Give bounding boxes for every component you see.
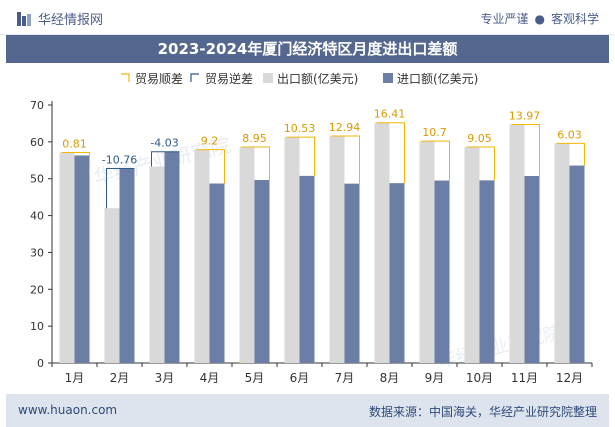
y-tick-label: 20 — [30, 283, 44, 296]
balance-label: 9.2 — [201, 135, 219, 148]
surplus-bracket — [376, 122, 405, 184]
deficit-bracket — [151, 151, 180, 167]
export-bar — [284, 137, 300, 363]
brand-name: 华经情报网 — [38, 13, 104, 28]
y-tick-label: 10 — [30, 320, 44, 333]
surplus-bracket — [61, 152, 90, 156]
brand-logo-icon — [17, 11, 31, 26]
chart-title: 2023-2024年厦门经济特区月度进出口差额 — [157, 40, 458, 58]
balance-label: 12.94 — [329, 121, 361, 134]
footer-website[interactable]: www.huaon.com — [18, 403, 118, 417]
x-tick-label: 7月 — [335, 371, 355, 385]
legend-export-swatch — [263, 73, 273, 83]
x-tick-label: 8月 — [380, 371, 400, 385]
export-bar — [509, 124, 525, 363]
export-bar — [239, 147, 255, 363]
x-tick-label: 10月 — [466, 371, 493, 385]
import-bar — [344, 183, 360, 363]
legend-import-label: 进口额(亿美元) — [397, 71, 478, 86]
import-bar — [119, 168, 135, 363]
chart-svg: 华经产业研究院华经产业研究院0102030405060700.811月-10.7… — [30, 71, 593, 385]
legend-export-label: 出口额(亿美元) — [277, 71, 358, 86]
x-tick-label: 9月 — [425, 371, 445, 385]
export-bar — [374, 122, 390, 363]
export-bar — [104, 208, 120, 363]
surplus-bracket — [421, 140, 450, 181]
slogan-right: 客观科学 — [550, 12, 599, 26]
import-bar — [209, 183, 225, 363]
x-tick-label: 1月 — [65, 371, 85, 385]
balance-label: 16.41 — [374, 108, 406, 121]
y-tick-label: 40 — [30, 210, 44, 223]
x-tick-label: 6月 — [290, 371, 310, 385]
chart-area: 华经产业研究院 华经产业研究院 0 10 20 30 40 50 60 70 0.81 1月 -10.7… — [0, 63, 615, 393]
brand[interactable]: 华经情报网 — [16, 9, 103, 28]
export-bar — [59, 152, 75, 363]
deficit-bracket — [106, 168, 135, 209]
export-bar — [464, 147, 480, 363]
surplus-bracket — [196, 149, 225, 184]
balance-label: 10.7 — [422, 126, 447, 139]
legend-deficit-label: 贸易逆差 — [205, 71, 253, 86]
import-bar — [524, 176, 540, 363]
balance-label: 0.81 — [62, 138, 87, 151]
surplus-bracket — [331, 135, 360, 184]
surplus-bracket — [241, 146, 270, 181]
chart-title-bar: 2023-2024年厦门经济特区月度进出口差额 — [6, 35, 609, 63]
x-tick-label: 5月 — [245, 371, 265, 385]
import-bar — [569, 165, 585, 363]
balance-label: -10.76 — [102, 154, 137, 167]
y-tick-label: 70 — [30, 99, 44, 112]
import-bar — [254, 180, 270, 363]
top-bar: 华经情报网 专业严谨 ● 客观科学 — [0, 0, 615, 35]
x-tick-label: 11月 — [511, 371, 538, 385]
legend-surplus-label: 贸易顺差 — [135, 72, 183, 86]
export-bar — [194, 149, 210, 363]
export-bar — [329, 135, 345, 363]
bullet-icon: ● — [534, 12, 545, 26]
export-bar — [419, 141, 435, 363]
import-bar — [479, 180, 495, 363]
import-bar — [434, 180, 450, 363]
import-bar — [389, 183, 405, 363]
y-tick-label: 0 — [37, 357, 44, 370]
import-bar — [74, 155, 90, 363]
y-tick-label: 50 — [30, 173, 44, 186]
y-tick-label: 30 — [30, 246, 44, 259]
import-bar — [299, 175, 315, 363]
x-tick-label: 2月 — [110, 371, 130, 385]
x-tick-label: 3月 — [155, 371, 175, 385]
balance-label: 13.97 — [509, 110, 541, 123]
balance-label: -4.03 — [150, 137, 178, 150]
balance-label: 8.95 — [242, 132, 267, 145]
surplus-bracket — [511, 124, 540, 177]
surplus-bracket — [556, 142, 585, 166]
y-tick-label: 60 — [30, 136, 44, 149]
surplus-bracket — [466, 146, 495, 181]
legend-deficit-swatch — [190, 73, 199, 82]
export-bar — [149, 166, 165, 363]
footer-source: 数据来源：中国海关，华经产业研究院整理 — [368, 405, 597, 419]
surplus-bracket — [286, 136, 315, 176]
watermark-text: 华经产业研究院 — [436, 322, 563, 373]
legend-surplus-swatch — [121, 73, 130, 82]
balance-label: 9.05 — [467, 132, 492, 145]
slogan: 专业严谨 ● 客观科学 — [480, 10, 599, 27]
slogan-left: 专业严谨 — [480, 12, 529, 26]
balance-label: 10.53 — [284, 122, 316, 135]
x-tick-label: 4月 — [200, 371, 220, 385]
legend-import-swatch — [383, 73, 393, 83]
import-bar — [164, 151, 180, 363]
export-bar — [554, 143, 570, 363]
x-tick-label: 12月 — [556, 371, 583, 385]
footer: www.huaon.com 数据来源：中国海关，华经产业研究院整理 — [6, 394, 609, 427]
balance-label: 6.03 — [557, 128, 582, 141]
